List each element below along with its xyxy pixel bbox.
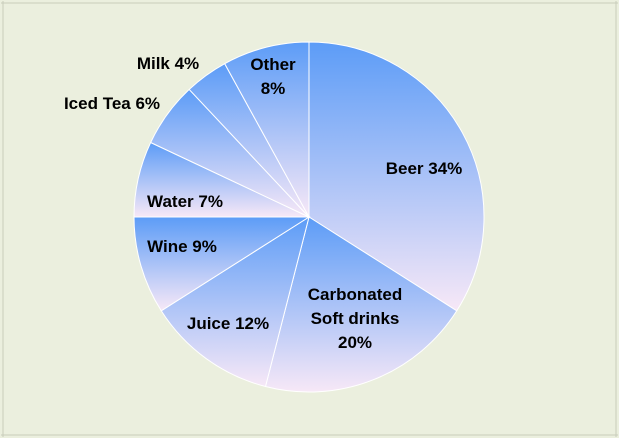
slice-label-line: Beer 34% — [386, 159, 463, 178]
pie-slice-beer — [308, 41, 485, 312]
slice-label-line: 8% — [261, 79, 286, 98]
slice-label-water: Water 7% — [147, 192, 223, 211]
pie-slice-juice — [160, 215, 310, 388]
pie-slice-other — [224, 41, 310, 218]
slice-label-line: Iced Tea 6% — [64, 94, 160, 113]
slice-label-line: Water 7% — [147, 192, 223, 211]
slice-label-line: Juice 12% — [187, 314, 269, 333]
pie-labels: Beer 34% Carbonated Soft drinks 20% Juice 12… — [64, 54, 462, 352]
slice-label-line: Carbonated — [308, 285, 402, 304]
pie-slices — [133, 41, 485, 393]
slice-label-line: Other — [250, 55, 296, 74]
pie-slice-wine — [133, 216, 311, 312]
slice-label-iced-tea: Iced Tea 6% — [64, 94, 160, 113]
pie-slice-carbonated-soft-drinks — [264, 216, 458, 393]
slice-label-carbonated-soft-drinks: Carbonated Soft drinks 20% — [308, 285, 402, 352]
slice-label-line: Soft drinks — [311, 309, 400, 328]
slice-label-line: Wine 9% — [147, 237, 217, 256]
slice-label-milk: Milk 4% — [137, 54, 199, 73]
slice-label-other: Other 8% — [250, 55, 296, 98]
slice-label-line: 20% — [338, 333, 372, 352]
slice-label-juice: Juice 12% — [187, 314, 269, 333]
slice-label-wine: Wine 9% — [147, 237, 217, 256]
slice-label-line: Milk 4% — [137, 54, 199, 73]
slice-label-beer: Beer 34% — [386, 159, 463, 178]
